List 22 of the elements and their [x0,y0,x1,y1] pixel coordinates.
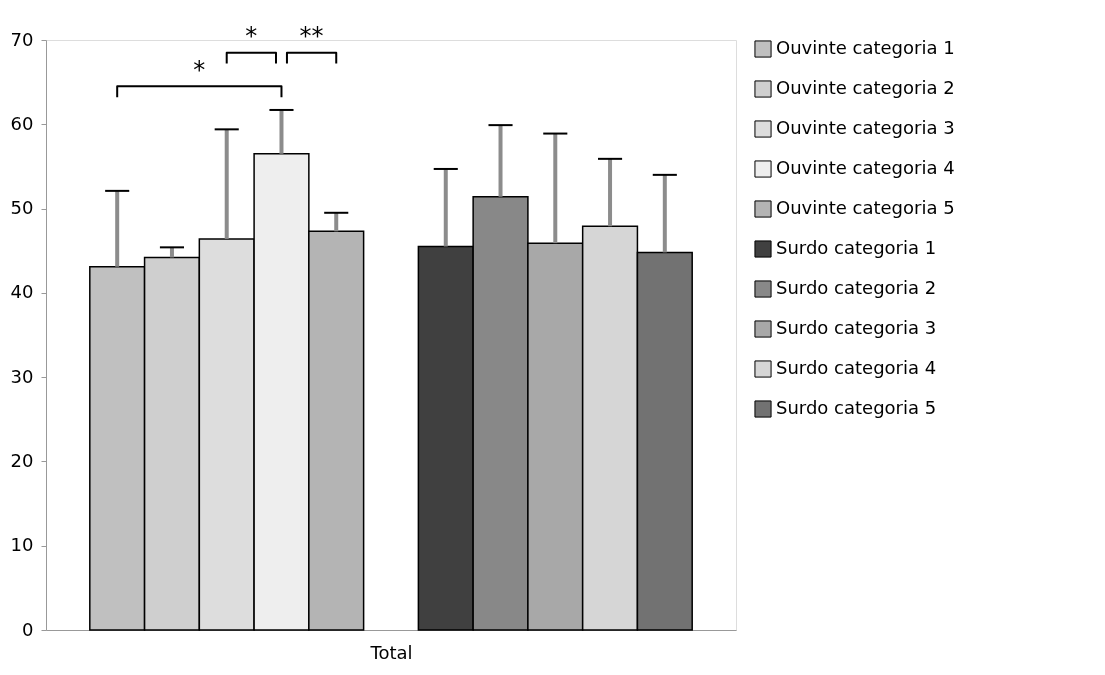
legend-label: Ouvinte categoria 2 [776,77,955,98]
y-tick-label: 0 [22,618,34,640]
legend-label: Ouvinte categoria 4 [776,157,955,178]
legend-label: Surdo categoria 4 [776,357,937,378]
legend-label: Surdo categoria 2 [776,277,937,298]
legend-label: Surdo categoria 3 [776,317,937,338]
legend-label: Ouvinte categoria 3 [776,117,955,138]
y-tick-label: 40 [10,281,34,303]
x-tick-label: Total [369,641,413,663]
y-tick-label: 60 [10,112,34,134]
y-tick-label: 50 [10,197,34,219]
annotation: * [245,22,258,51]
legend-label: Surdo categoria 5 [776,397,937,418]
legend-label: Ouvinte categoria 5 [776,197,955,218]
legend-label: Surdo categoria 1 [776,237,937,258]
legend-label: Ouvinte categoria 1 [776,37,955,58]
annotation: ** [299,22,324,51]
y-tick-label: 30 [10,365,34,387]
y-tick-label: 20 [10,449,34,471]
annotation: * [193,55,206,84]
y-tick-label: 70 [10,28,34,50]
y-tick-label: 10 [10,534,34,556]
